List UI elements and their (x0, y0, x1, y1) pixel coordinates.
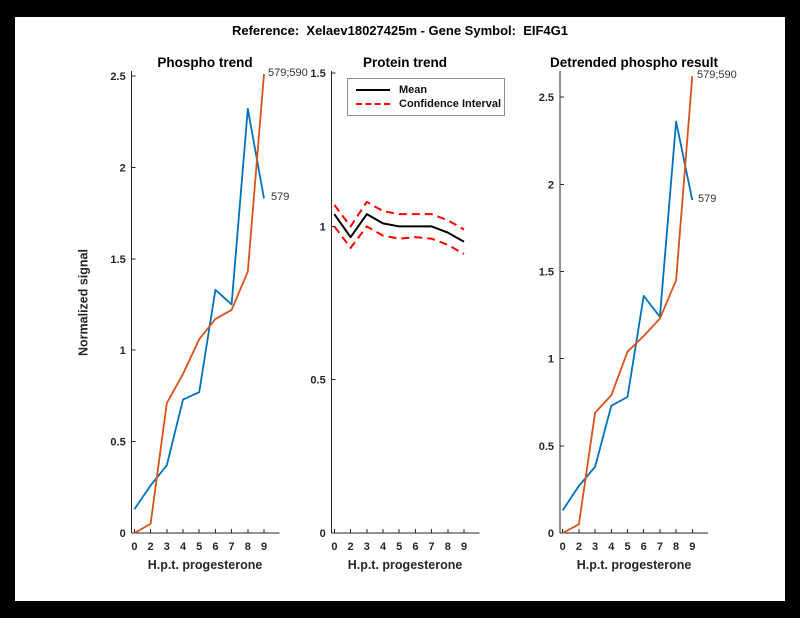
legend-box: Mean Confidence Interval (347, 78, 505, 116)
svg-text:3: 3 (364, 541, 370, 553)
svg-text:0.5: 0.5 (310, 375, 325, 387)
svg-text:6: 6 (212, 541, 218, 553)
svg-text:7: 7 (229, 541, 235, 553)
svg-text:2: 2 (148, 541, 154, 553)
x-axis-label-detrended: H.p.t. progesterone (576, 558, 692, 572)
line-end-label-detrended-579: 579 (698, 193, 717, 205)
plots-svg: 0 2 3 4 5 6 7 8 900.511.522.50 2 3 4 5 6 7 8 900.511.50 2… (110, 68, 708, 553)
protein-trend-line-confidence-interval-upper (333, 200, 465, 231)
figure-canvas: Reference: Xelaev18027425m - Gene Symbol… (15, 17, 785, 601)
svg-text:2: 2 (348, 541, 354, 553)
line-end-label-phospho-579: 579 (271, 191, 290, 203)
mean-line-sample-icon (356, 89, 390, 91)
svg-text:5: 5 (624, 541, 630, 553)
svg-text:0.5: 0.5 (110, 437, 125, 449)
svg-text:0: 0 (120, 528, 126, 540)
svg-text:5: 5 (196, 541, 202, 553)
ci-line-sample-icon (356, 103, 390, 105)
svg-text:0.5: 0.5 (539, 441, 554, 453)
detrended-phospho-result-line-579 (561, 120, 694, 511)
svg-text:1.5: 1.5 (110, 254, 125, 266)
svg-text:6: 6 (641, 541, 647, 553)
svg-text:4: 4 (380, 541, 387, 553)
svg-text:8: 8 (245, 541, 251, 553)
svg-text:8: 8 (445, 541, 451, 553)
svg-text:4: 4 (180, 541, 187, 553)
svg-text:2: 2 (120, 162, 126, 174)
svg-text:1.5: 1.5 (310, 68, 325, 80)
svg-text:0: 0 (548, 528, 554, 540)
svg-text:6: 6 (412, 541, 418, 553)
detrended-phospho-result-line-579-590 (562, 76, 694, 534)
legend-label-mean: Mean (399, 84, 428, 96)
svg-text:0: 0 (131, 541, 137, 553)
svg-text:2.5: 2.5 (539, 92, 554, 104)
plot-title-protein-trend: Protein trend (362, 55, 447, 70)
svg-text:7: 7 (657, 541, 663, 553)
svg-text:9: 9 (689, 541, 695, 553)
legend-label-confidence-interval: Confidence Interval (399, 98, 502, 110)
svg-text:7: 7 (429, 541, 435, 553)
plot-title-phospho-trend: Phospho trend (157, 55, 253, 70)
svg-text:0: 0 (320, 528, 326, 540)
figure-title: Reference: Xelaev18027425m - Gene Symbol… (231, 23, 568, 38)
protein-trend-line-mean (333, 213, 465, 243)
svg-text:1.5: 1.5 (539, 266, 554, 278)
x-axis-label-phospho: H.p.t. progesterone (147, 558, 263, 572)
phospho-trend-line-579-590 (133, 74, 265, 534)
svg-text:0: 0 (560, 541, 566, 553)
svg-text:5: 5 (396, 541, 402, 553)
legend-item-mean: Mean (356, 84, 496, 96)
x-axis-label-protein: H.p.t. progesterone (347, 558, 463, 572)
line-end-label-phospho-579-590: 579;590 (268, 67, 308, 79)
line-end-label-detrended-579-590: 579;590 (697, 69, 737, 81)
svg-text:3: 3 (164, 541, 170, 553)
protein-trend-line-confidence-interval-lower (333, 225, 465, 255)
svg-text:9: 9 (261, 541, 267, 553)
phospho-trend-line-579 (133, 107, 265, 510)
legend-item-confidence-interval: Confidence Interval (356, 98, 501, 110)
svg-text:2: 2 (548, 179, 554, 191)
svg-text:8: 8 (673, 541, 679, 553)
y-axis-label: Normalized signal (76, 249, 91, 356)
svg-text:1: 1 (548, 354, 554, 366)
svg-text:0: 0 (331, 541, 337, 553)
svg-text:1: 1 (120, 345, 126, 357)
svg-text:2: 2 (576, 541, 582, 553)
svg-text:9: 9 (461, 541, 467, 553)
svg-text:1: 1 (320, 221, 326, 233)
svg-text:3: 3 (592, 541, 598, 553)
plot-title-detrended-phospho: Detrended phospho result (549, 55, 718, 70)
svg-text:2.5: 2.5 (110, 71, 125, 83)
svg-text:4: 4 (608, 541, 615, 553)
